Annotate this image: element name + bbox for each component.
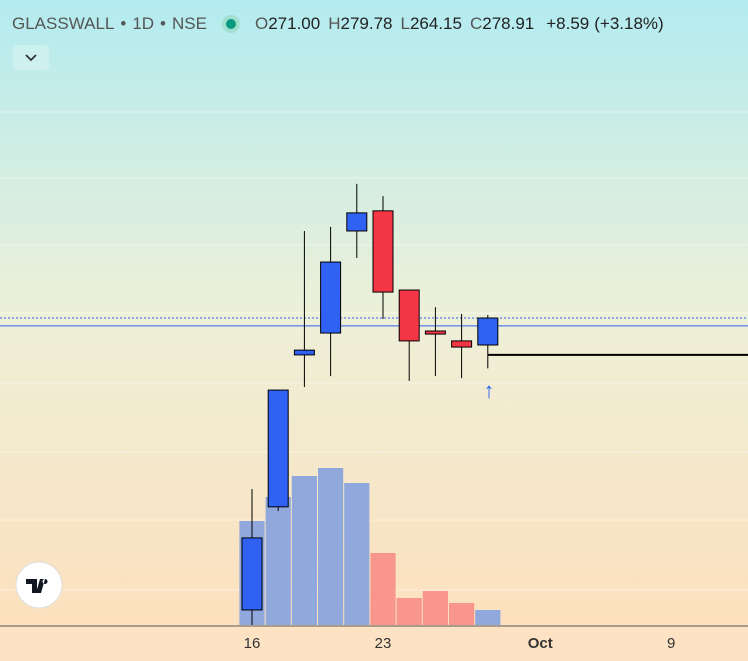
ohlc-field: O271.00 <box>255 14 320 34</box>
symbol: GLASSWALL <box>12 14 115 33</box>
volume-bar <box>370 553 396 625</box>
axis-background <box>0 626 748 661</box>
field-value: 278.91 <box>482 14 535 33</box>
volume-bar <box>318 468 344 625</box>
x-tick-label: Oct <box>528 635 553 652</box>
field-key: L <box>400 14 410 33</box>
candle-body <box>477 317 499 346</box>
change-percent: (+3.18%) <box>594 14 664 33</box>
field-key: O <box>254 14 269 33</box>
candle-body <box>267 389 289 508</box>
logo[interactable] <box>15 561 63 609</box>
candle-body <box>241 537 263 611</box>
x-tick-label: 16 <box>244 635 261 652</box>
candle-body <box>346 212 368 232</box>
candle-body <box>372 210 394 293</box>
candle-body <box>398 289 420 342</box>
volume-bar <box>291 476 317 625</box>
field-key: H <box>328 14 341 33</box>
field-key: C <box>469 14 483 33</box>
plot-background <box>0 0 748 626</box>
field-value: 279.78 <box>340 14 393 33</box>
volume-bar <box>265 497 291 625</box>
volume-bar <box>449 603 475 625</box>
candle-body <box>293 349 315 356</box>
ohlc-field: L264.15 <box>400 14 461 34</box>
ohlc-fields: O271.00 H279.78 L264.15 C278.91 <box>255 14 534 34</box>
legend: GLASSWALL • 1D • NSE O271.00 H279.78 L264.15… <box>12 14 664 34</box>
change: +8.59 <box>546 14 590 33</box>
arrow-marker: ↑ <box>484 378 495 403</box>
chevron-button[interactable] <box>13 45 49 70</box>
field-value: 271.00 <box>268 14 321 33</box>
ohlc-field: H279.78 <box>328 14 392 34</box>
volume-bar <box>396 598 422 625</box>
separator: • <box>160 14 166 33</box>
field-value: 264.15 <box>409 14 462 33</box>
separator: • <box>120 14 127 33</box>
volume-bar <box>475 610 501 625</box>
candle-body <box>424 330 446 335</box>
x-tick-label: 9 <box>667 635 675 652</box>
x-tick-label: 23 <box>375 635 392 652</box>
volume-bar <box>422 591 448 625</box>
interval: 1D <box>132 14 155 33</box>
marks <box>0 183 748 625</box>
candle-body <box>451 340 473 348</box>
volume-bar <box>344 483 370 625</box>
exchange: NSE <box>172 14 207 33</box>
ohlc-field: C278.91 <box>470 14 534 34</box>
candle-body <box>320 261 342 334</box>
status-dot <box>226 19 236 29</box>
